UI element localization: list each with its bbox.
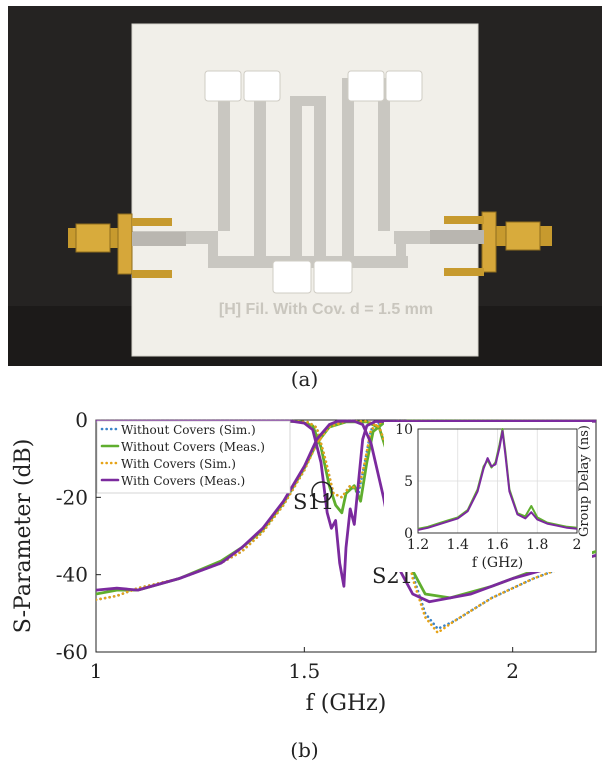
main-axes: 1 1.5 2 0 -20 -40 -60 f (GHz) S-Parameter (dB) [11,408,597,716]
board-label: [H] Fil. With Cov. d = 1.5 mm [219,301,433,318]
main-series [96,419,596,634]
inset-x-tick-label: 2 [573,537,582,553]
inset-x-tick-label: 1.2 [407,537,429,553]
s11-label: S11 [293,490,334,514]
x-tick-label: 1.5 [288,659,320,683]
dielectric-covers [204,70,423,294]
x-tick-label: 2 [506,659,519,683]
series-1-s11-line [96,419,596,515]
legend-label-1: Without Covers (Meas.) [121,440,265,454]
sma-connector-right [430,211,552,276]
legend-label-2: With Covers (Sim.) [121,457,236,471]
y-tick-label: 0 [75,408,88,432]
legend-label-3: With Covers (Meas.) [121,474,245,488]
legend: Without Covers (Sim.) Without Covers (Mea… [96,420,291,494]
inset-y-axis-label: Group Delay (ns) [577,425,592,537]
y-tick-label: -60 [56,640,88,664]
caption-a: (a) [290,367,319,391]
x-axis-label: f (GHz) [306,691,387,716]
inset-y-tick-label: 0 [404,526,413,542]
inset-background [384,422,592,572]
caption-b: (b) [290,738,319,762]
legend-box [96,420,291,494]
inset-y-tick-label: 5 [404,474,413,490]
s-parameter-chart: 1 1.5 2 0 -20 -40 -60 f (GHz) S-Parameter (dB) W… [11,408,597,716]
series-3-s11-line [96,419,596,588]
y-tick-label: -20 [56,485,88,509]
group-delay-inset: 1.2 1.4 1.6 1.8 2 0 5 10 f (GHz) Group Delay (ns) [384,422,592,572]
series-0-s11-line [96,419,596,499]
series-3-s21-line [96,419,596,604]
inset-series-1-line [417,430,578,531]
y-axis-label: S-Parameter (dB) [11,439,36,634]
inset-x-tick-label: 1.8 [526,537,548,553]
filter-photo: [H] Fil. With Cov. d = 1.5 mm [8,6,602,366]
s11-marker-circle [311,481,333,503]
inset-x-axis-label: f (GHz) [472,555,523,571]
inset-frame [417,428,578,534]
x-tick-label: 1 [90,659,103,683]
inset-y-tick-label: 10 [395,422,413,438]
sma-connector-left [68,213,186,278]
legend-label-0: Without Covers (Sim.) [121,423,256,437]
y-tick-label: -40 [56,563,88,587]
inset-x-tick-label: 1.6 [486,537,508,553]
inset-x-tick-label: 1.4 [447,537,469,553]
